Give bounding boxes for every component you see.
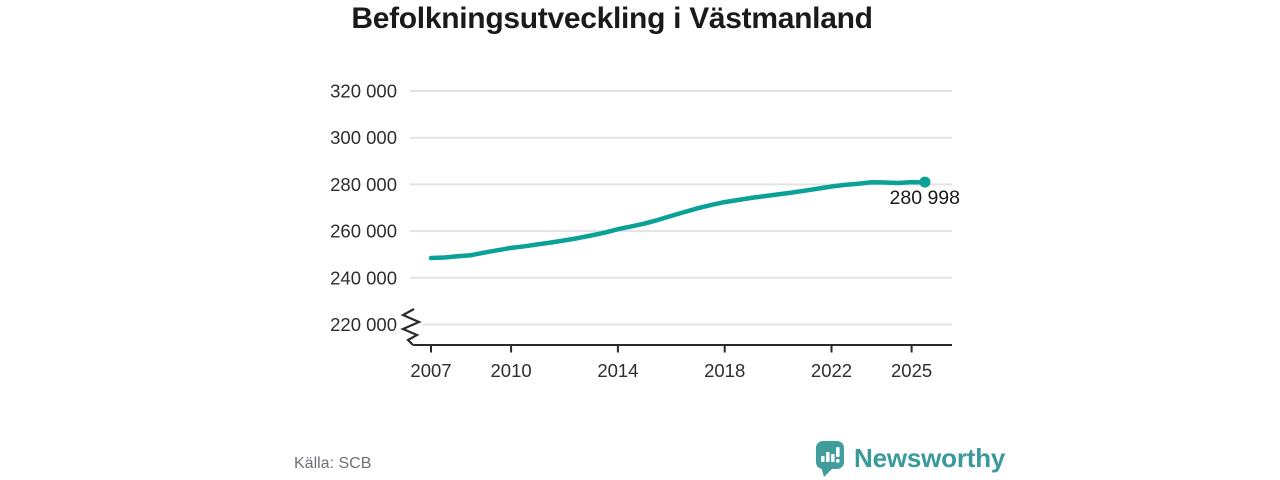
y-tick-label: 280 000 xyxy=(330,174,397,195)
y-tick-label: 320 000 xyxy=(330,81,397,102)
y-tick-label: 240 000 xyxy=(330,267,397,288)
newsworthy-brand: Newsworthy xyxy=(815,440,1005,477)
x-tick-label: 2025 xyxy=(891,360,932,381)
end-point-marker xyxy=(919,176,931,188)
brand-name: Newsworthy xyxy=(854,443,1006,473)
population-series-line xyxy=(428,179,928,261)
y-tick-label: 220 000 xyxy=(330,314,397,335)
source-note: Källa: SCB xyxy=(294,455,372,472)
newsworthy-logo-icon xyxy=(816,441,844,477)
y-tick-label: 300 000 xyxy=(330,127,397,148)
x-tick-label: 2018 xyxy=(704,360,745,381)
end-value-label: 280 998 xyxy=(890,187,961,209)
axis-break-zigzag-icon xyxy=(400,308,422,346)
chart-title: Befolkningsutveckling i Västmanland xyxy=(351,2,873,35)
x-tick-label: 2007 xyxy=(410,360,451,381)
x-tick-label: 2010 xyxy=(491,360,532,381)
x-tick-label: 2022 xyxy=(811,360,852,381)
y-tick-label: 260 000 xyxy=(330,221,397,242)
x-tick-label: 2014 xyxy=(597,360,638,381)
